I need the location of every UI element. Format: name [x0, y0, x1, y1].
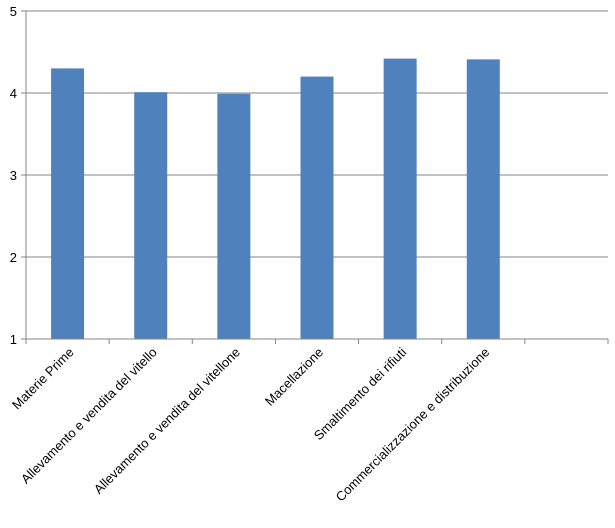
y-tick-label: 5 [10, 4, 17, 19]
bar-5 [383, 58, 417, 340]
bar-2 [134, 92, 168, 340]
y-tick-label: 4 [10, 86, 17, 101]
bar-3 [217, 93, 251, 339]
y-tick-label: 3 [10, 168, 17, 183]
y-tick-labels: 1 2 3 4 5 [10, 4, 17, 347]
y-tick-label: 2 [10, 250, 17, 265]
x-tick-label: Commercializzazione e distribuzione [333, 345, 493, 505]
x-tick-label: Smaltimento dei rifiuti [311, 344, 410, 443]
x-tick-label: Allevamento e vendita del vitellone [91, 345, 243, 497]
bar-6 [466, 59, 500, 339]
bars [51, 58, 500, 340]
x-tick-label: Materie Prime [9, 345, 77, 413]
x-tick-label: Macellazione [262, 345, 326, 409]
bar-4 [300, 76, 334, 339]
axes [21, 10, 609, 344]
y-tick-label: 1 [10, 332, 17, 347]
x-tick-label: Allevamento e vendita del vitello [18, 345, 160, 487]
bar-1 [51, 68, 85, 340]
